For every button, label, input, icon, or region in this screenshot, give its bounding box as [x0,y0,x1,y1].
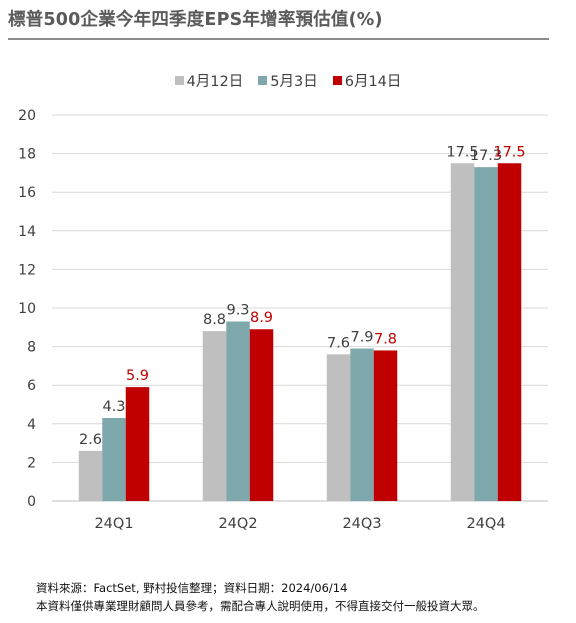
data-label: 8.8 [203,312,226,328]
x-tick-label: 24Q4 [466,516,505,532]
x-tick-label: 24Q2 [218,516,257,532]
bar [474,167,498,502]
x-tick-label: 24Q1 [94,516,133,532]
data-label: 4.3 [102,399,125,415]
y-tick-label: 14 [18,224,36,240]
x-tick-label: 24Q3 [342,516,381,532]
bar [497,163,522,501]
y-tick-label: 12 [18,262,36,278]
bar [125,387,150,501]
chart-title: 標普500企業今年四季度EPS年增率預估值(%) [8,10,383,30]
legend-item-series-3: 6月14日 [332,70,402,91]
data-label: 2.6 [79,432,102,448]
data-label: 17.5 [493,144,525,160]
legend-swatch-series-2 [258,76,268,85]
bar [450,163,475,501]
bar [202,331,227,501]
data-label: 7.8 [374,331,397,347]
legend-label-series-1: 4月12日 [186,74,244,90]
data-label: 17.3 [470,148,502,164]
legend-swatch-series-1 [174,76,184,85]
bar [102,418,126,501]
bar [226,321,250,501]
legend-swatch-series-3 [332,76,342,85]
y-tick-label: 16 [18,185,36,201]
data-label: 7.6 [327,335,350,351]
y-tick-label: 18 [18,147,36,163]
data-label: 9.3 [226,303,249,319]
data-label: 5.9 [126,368,149,384]
bar [350,348,374,501]
legend-item-series-2: 5月3日 [258,70,318,91]
bar [249,329,274,501]
y-tick-label: 8 [27,340,36,356]
title-underline [8,38,549,40]
bar [326,354,351,501]
legend-label-series-2: 5月3日 [270,74,318,90]
data-label: 7.9 [350,330,373,346]
legend-item-series-1: 4月12日 [174,70,244,91]
data-label: 8.9 [250,310,273,326]
y-tick-label: 10 [18,301,36,317]
legend: 4月12日 5月3日 6月14日 [0,70,576,91]
bar [78,450,103,501]
y-tick-label: 6 [27,378,36,394]
y-tick-label: 4 [27,417,36,433]
y-tick-label: 0 [27,494,36,510]
footer-source: 資料來源：FactSet, 野村投信整理；資料日期：2024/06/14 [36,581,348,595]
bar [373,350,398,501]
legend-label-series-3: 6月14日 [344,74,402,90]
y-tick-label: 2 [27,455,36,471]
y-tick-label: 20 [18,108,36,124]
footer-disclaimer: 本資料僅供專業理財顧問人員參考，需配合專人說明使用，不得直接交付一般投資大眾。 [36,599,485,613]
data-label: 17.5 [446,144,478,160]
